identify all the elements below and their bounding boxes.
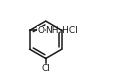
Text: Cl: Cl (41, 64, 50, 73)
Text: NH₂HCl: NH₂HCl (45, 26, 78, 35)
Text: O: O (38, 26, 45, 35)
